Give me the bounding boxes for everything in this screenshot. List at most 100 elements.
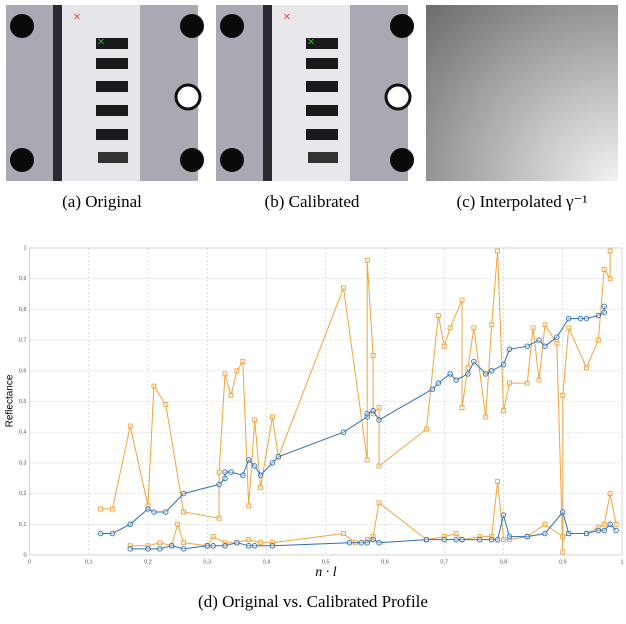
point — [500, 361, 507, 368]
point — [97, 530, 104, 537]
point — [181, 540, 187, 546]
point — [453, 531, 459, 536]
point — [483, 414, 489, 420]
x-tick-label: 0 — [28, 559, 31, 565]
point — [216, 515, 222, 521]
point — [488, 368, 495, 374]
point — [376, 539, 382, 546]
point — [358, 539, 365, 546]
point — [234, 368, 240, 374]
point — [542, 322, 548, 328]
y-tick-label: 0,2 — [19, 491, 27, 497]
point — [245, 543, 252, 549]
point — [506, 537, 512, 543]
point — [163, 402, 169, 408]
point — [157, 540, 163, 546]
point — [370, 353, 376, 358]
point — [269, 540, 275, 546]
point — [364, 257, 370, 263]
target-bars — [96, 38, 128, 163]
point — [145, 543, 151, 549]
point — [524, 533, 530, 540]
point — [251, 543, 258, 549]
marker-x: × — [97, 35, 105, 50]
point — [175, 521, 181, 527]
point — [482, 371, 489, 377]
point — [370, 536, 376, 543]
point — [560, 509, 566, 515]
point — [601, 521, 607, 527]
point — [465, 365, 471, 371]
point — [228, 392, 234, 398]
x-axis-label: n · l — [315, 565, 337, 580]
point — [127, 546, 133, 552]
point — [109, 530, 116, 537]
dark-strip — [263, 5, 272, 181]
point — [364, 457, 370, 463]
series-line — [100, 251, 611, 552]
photo-gamma — [426, 5, 618, 181]
point — [210, 543, 216, 549]
point — [275, 454, 282, 460]
point — [542, 343, 548, 349]
x-tick-label: 1 — [620, 559, 623, 565]
point — [494, 536, 501, 543]
point — [565, 530, 572, 537]
x-tick-label: 0,5 — [322, 559, 330, 565]
marker-x: × — [73, 10, 81, 25]
point — [228, 469, 234, 475]
point — [168, 543, 175, 549]
point — [346, 539, 353, 546]
paper-sheet — [272, 5, 350, 181]
point — [340, 429, 347, 435]
point — [181, 509, 187, 515]
point — [151, 383, 157, 389]
marker-x: × — [283, 10, 291, 25]
point — [246, 503, 252, 509]
chart: Reflectance n · l (d) Original vs. Calib… — [5, 245, 624, 610]
point — [424, 426, 429, 432]
point — [157, 546, 163, 552]
point — [595, 527, 602, 534]
point — [536, 377, 542, 383]
point — [429, 386, 436, 392]
point — [222, 543, 228, 549]
y-tick-label: 0,9 — [19, 276, 27, 282]
point — [127, 423, 133, 429]
point — [613, 521, 619, 527]
x-tick-label: 0,3 — [203, 559, 211, 565]
y-tick-label: 0,3 — [19, 460, 27, 466]
point — [601, 527, 607, 534]
point — [583, 530, 590, 537]
point — [506, 346, 513, 353]
point — [506, 533, 513, 540]
point — [577, 315, 584, 322]
target-bars — [306, 38, 338, 163]
point — [216, 481, 222, 488]
panel-caption: (a) Original — [62, 192, 142, 211]
spheres — [220, 14, 414, 172]
panel-caption: (c) Interpolated γ⁻¹ — [456, 192, 587, 211]
point — [595, 524, 601, 530]
x-tick-label: 0,8 — [500, 559, 508, 565]
point — [234, 539, 240, 546]
y-tick-label: 0,4 — [19, 430, 27, 436]
point — [370, 407, 376, 414]
point — [180, 546, 187, 552]
white-sphere — [174, 83, 202, 111]
y-tick-label: 1 — [23, 245, 26, 251]
x-tick-label: 0,1 — [85, 559, 93, 565]
point — [240, 359, 246, 365]
point — [459, 536, 465, 543]
photo-original: × × — [6, 5, 204, 181]
x-tick-label: 0,6 — [381, 559, 389, 565]
point — [524, 343, 530, 349]
point — [565, 315, 572, 322]
point — [180, 490, 187, 497]
point — [364, 539, 370, 546]
point — [423, 536, 430, 543]
y-tick-label: 0,5 — [19, 399, 27, 405]
point — [595, 312, 602, 319]
point — [613, 527, 619, 534]
